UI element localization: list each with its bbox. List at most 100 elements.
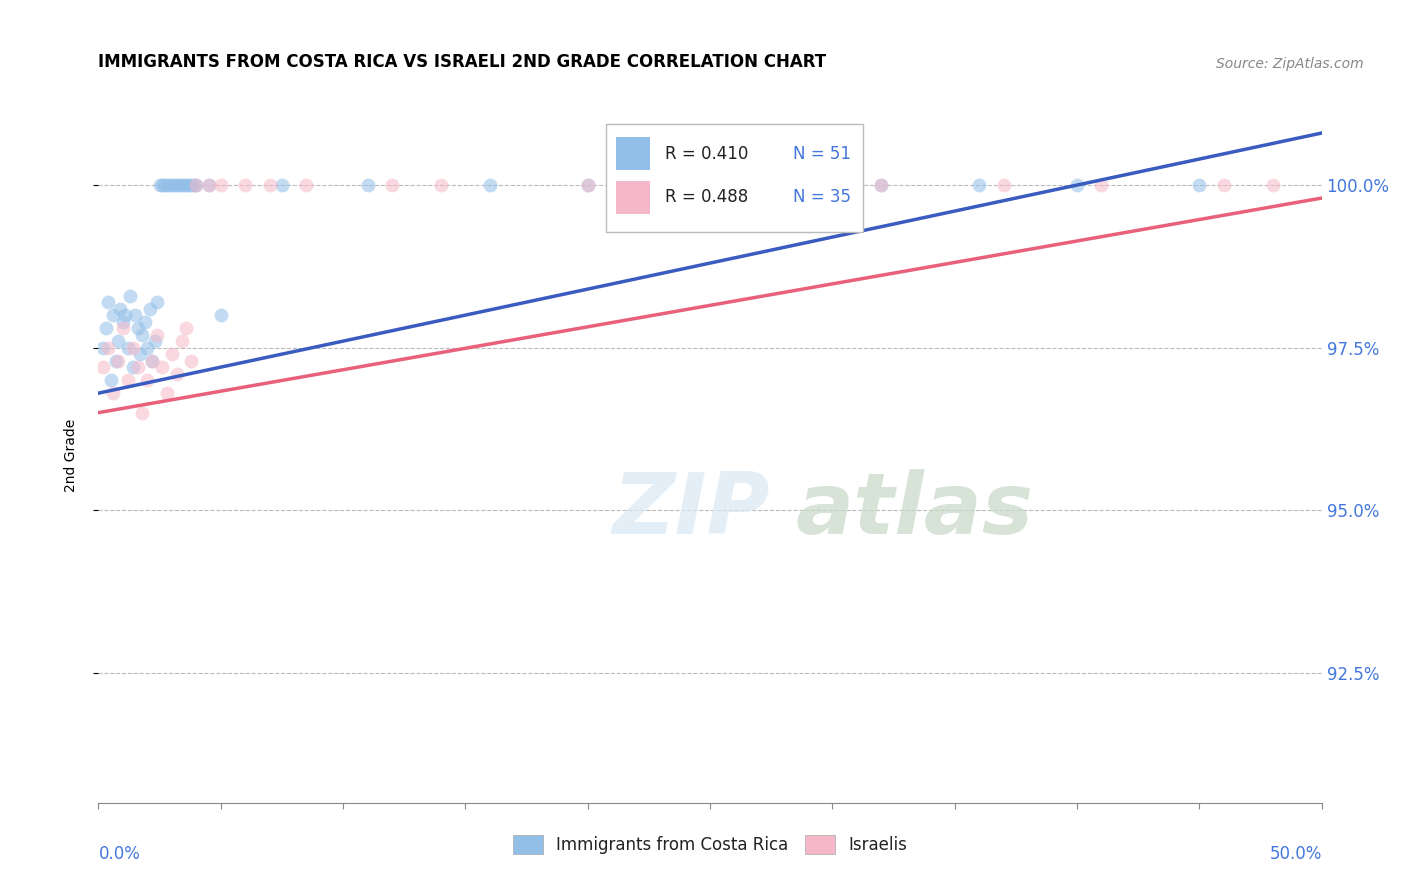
- Point: [576, 178, 599, 192]
- Point: [91, 341, 114, 355]
- Point: [967, 178, 990, 192]
- Point: [156, 178, 179, 192]
- Point: [259, 178, 281, 192]
- Point: [146, 327, 169, 342]
- Point: [160, 178, 183, 192]
- Point: [107, 353, 129, 368]
- Point: [121, 341, 143, 355]
- Point: [114, 308, 136, 322]
- Point: [139, 301, 162, 316]
- Point: [143, 334, 166, 348]
- Point: [117, 341, 139, 355]
- Point: [478, 178, 501, 192]
- Text: N = 35: N = 35: [793, 188, 851, 206]
- Point: [110, 301, 132, 316]
- Point: [111, 315, 134, 329]
- Point: [136, 373, 159, 387]
- Point: [129, 347, 152, 361]
- Y-axis label: 2nd Grade: 2nd Grade: [63, 418, 77, 491]
- Point: [993, 178, 1015, 192]
- Point: [131, 406, 153, 420]
- Point: [111, 321, 134, 335]
- Point: [180, 178, 202, 192]
- Point: [97, 341, 120, 355]
- Point: [104, 353, 127, 368]
- Point: [100, 373, 122, 387]
- Point: [650, 178, 672, 192]
- Point: [748, 178, 770, 192]
- Point: [1090, 178, 1112, 192]
- Point: [576, 178, 599, 192]
- Point: [124, 308, 146, 322]
- Point: [197, 178, 219, 192]
- Point: [870, 178, 893, 192]
- Point: [149, 178, 172, 192]
- Legend: Immigrants from Costa Rica, Israelis: Immigrants from Costa Rica, Israelis: [506, 828, 914, 861]
- FancyBboxPatch shape: [606, 124, 863, 232]
- FancyBboxPatch shape: [616, 137, 650, 170]
- Point: [136, 341, 159, 355]
- Point: [150, 178, 173, 192]
- Point: [127, 360, 149, 375]
- Point: [131, 327, 153, 342]
- Text: 0.0%: 0.0%: [98, 845, 141, 863]
- Point: [156, 386, 179, 401]
- Point: [91, 360, 114, 375]
- Point: [94, 321, 117, 335]
- Point: [176, 321, 198, 335]
- Point: [177, 178, 200, 192]
- Point: [170, 178, 193, 192]
- FancyBboxPatch shape: [616, 181, 650, 214]
- Point: [146, 295, 169, 310]
- Text: ZIP: ZIP: [612, 469, 770, 552]
- Text: R = 0.410: R = 0.410: [665, 145, 748, 162]
- Point: [153, 178, 176, 192]
- Point: [270, 178, 294, 192]
- Point: [170, 334, 193, 348]
- Point: [101, 308, 124, 322]
- Point: [157, 178, 180, 192]
- Point: [295, 178, 318, 192]
- Point: [121, 360, 143, 375]
- Point: [209, 178, 232, 192]
- Point: [1188, 178, 1211, 192]
- Point: [1261, 178, 1284, 192]
- Point: [107, 334, 129, 348]
- Point: [186, 178, 208, 192]
- Text: 50.0%: 50.0%: [1270, 845, 1322, 863]
- Point: [120, 288, 142, 302]
- Point: [97, 295, 120, 310]
- Point: [127, 321, 149, 335]
- Point: [233, 178, 256, 192]
- Text: N = 51: N = 51: [793, 145, 851, 162]
- Point: [176, 178, 198, 192]
- Point: [183, 178, 205, 192]
- Point: [160, 347, 183, 361]
- Point: [117, 373, 139, 387]
- Point: [430, 178, 453, 192]
- Point: [163, 178, 186, 192]
- Point: [675, 178, 697, 192]
- Point: [141, 353, 163, 368]
- Point: [166, 178, 188, 192]
- Text: Source: ZipAtlas.com: Source: ZipAtlas.com: [1216, 57, 1364, 71]
- Point: [381, 178, 404, 192]
- Point: [150, 360, 173, 375]
- Point: [1212, 178, 1234, 192]
- Point: [209, 308, 232, 322]
- Point: [180, 353, 202, 368]
- Point: [101, 386, 124, 401]
- Point: [166, 367, 188, 381]
- Point: [186, 178, 208, 192]
- Point: [141, 353, 163, 368]
- Point: [870, 178, 893, 192]
- Point: [197, 178, 219, 192]
- Text: atlas: atlas: [796, 469, 1033, 552]
- Text: R = 0.488: R = 0.488: [665, 188, 748, 206]
- Point: [1066, 178, 1088, 192]
- Point: [356, 178, 378, 192]
- Text: IMMIGRANTS FROM COSTA RICA VS ISRAELI 2ND GRADE CORRELATION CHART: IMMIGRANTS FROM COSTA RICA VS ISRAELI 2N…: [98, 54, 827, 71]
- Point: [134, 315, 156, 329]
- Point: [167, 178, 190, 192]
- Point: [173, 178, 195, 192]
